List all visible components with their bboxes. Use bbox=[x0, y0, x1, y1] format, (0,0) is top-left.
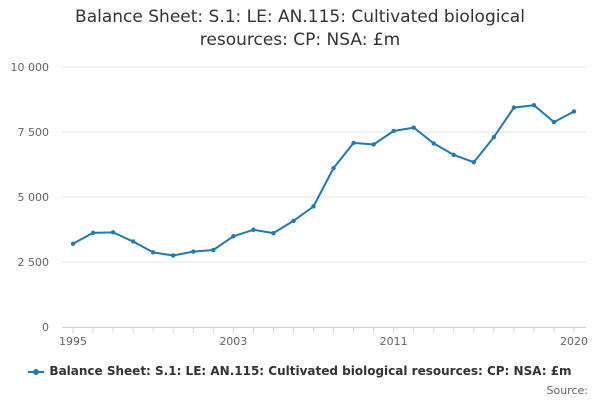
data-point bbox=[271, 230, 276, 236]
y-tick-label: 5 000 bbox=[18, 191, 50, 204]
data-point bbox=[491, 135, 497, 140]
x-tick-label: 1995 bbox=[59, 335, 87, 348]
x-tick-label: 2011 bbox=[380, 335, 408, 348]
data-point bbox=[431, 141, 436, 146]
data-point bbox=[451, 152, 456, 158]
y-tick-label: 10 000 bbox=[11, 61, 50, 74]
data-point bbox=[551, 119, 557, 125]
y-tick-label: 7 500 bbox=[18, 126, 50, 139]
chart-title-line-2: resources: CP: NSA: £m bbox=[199, 30, 401, 50]
data-point bbox=[191, 249, 196, 254]
x-tick-label: 2003 bbox=[219, 335, 247, 348]
data-point bbox=[471, 159, 476, 165]
source-label: Source: bbox=[546, 384, 589, 397]
data-point bbox=[70, 241, 76, 246]
data-point bbox=[211, 247, 216, 253]
y-tick-label: 2 500 bbox=[18, 256, 50, 269]
data-point bbox=[231, 234, 236, 239]
data-point bbox=[411, 125, 416, 130]
data-point bbox=[291, 218, 296, 224]
data-point bbox=[331, 165, 336, 171]
data-point bbox=[311, 204, 316, 209]
data-point bbox=[251, 227, 256, 232]
data-point bbox=[371, 142, 376, 147]
data-point bbox=[571, 109, 577, 114]
x-tick-label: 2020 bbox=[560, 335, 588, 348]
data-point bbox=[511, 105, 517, 110]
legend[interactable]: Balance Sheet: S.1: LE: AN.115: Cultivat… bbox=[0, 364, 600, 378]
chart-title: Balance Sheet: S.1: LE: AN.115: Cultivat… bbox=[0, 6, 600, 52]
legend-label: Balance Sheet: S.1: LE: AN.115: Cultivat… bbox=[49, 364, 572, 378]
data-point bbox=[171, 253, 176, 258]
data-point bbox=[90, 230, 96, 236]
data-point bbox=[150, 250, 156, 255]
data-point bbox=[531, 103, 537, 108]
data-point bbox=[130, 239, 136, 244]
data-point bbox=[110, 230, 116, 235]
chart-title-line-1: Balance Sheet: S.1: LE: AN.115: Cultivat… bbox=[75, 7, 525, 27]
y-tick-label: 0 bbox=[42, 321, 49, 334]
data-point bbox=[391, 128, 396, 134]
series-line bbox=[72, 104, 575, 257]
data-point bbox=[351, 140, 356, 146]
legend-marker-icon bbox=[28, 367, 45, 377]
